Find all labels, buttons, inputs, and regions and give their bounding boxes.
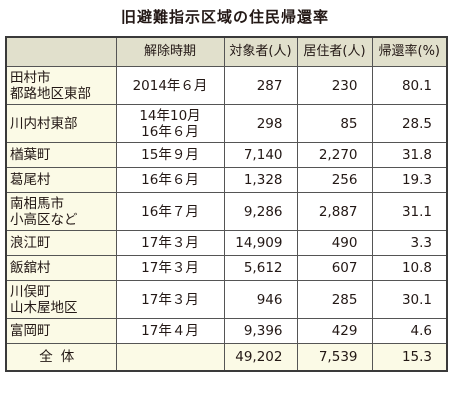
rate-cell: 28.5 <box>371 104 448 143</box>
period-cell: 14年10月 16年６月 <box>115 104 225 143</box>
resident-cell: 607 <box>296 255 373 281</box>
period-cell: 15年９月 <box>115 142 225 168</box>
period-value: 16年６月 <box>141 172 199 188</box>
area-cell: 川俣町 山木屋地区 <box>5 280 117 319</box>
resident-cell: 490 <box>296 230 373 256</box>
resident-cell: 230 <box>296 66 373 105</box>
area-cell: 田村市 都路地区東部 <box>5 66 117 105</box>
header-row: 解除時期 対象者(人) 居住者(人) 帰還率(%) <box>5 36 448 67</box>
header-resident: 居住者(人) <box>296 36 373 67</box>
rate-cell: 3.3 <box>371 230 448 256</box>
header-area <box>5 36 117 67</box>
area-name: 葛尾村 <box>10 172 51 188</box>
table-row: 浪江町 17年３月 14,909 490 3.3 <box>5 230 448 256</box>
target-cell: 14,909 <box>223 230 298 256</box>
period-cell: 16年６月 <box>115 167 225 193</box>
header-rate: 帰還率(%) <box>371 36 448 67</box>
resident-cell: 429 <box>296 318 373 344</box>
rate-cell: 10.8 <box>371 255 448 281</box>
table-row: 飯舘村 17年３月 5,612 607 10.8 <box>5 255 448 281</box>
rate-cell: 4.6 <box>371 318 448 344</box>
rate-cell: 31.1 <box>371 192 448 231</box>
period-value: 2014年６月 <box>132 77 208 94</box>
target-cell: 5,612 <box>223 255 298 281</box>
total-rate: 15.3 <box>371 343 448 372</box>
rate-cell: 19.3 <box>371 167 448 193</box>
area-name: 山木屋地区 <box>10 299 78 316</box>
period-value: 15年９月 <box>141 147 199 163</box>
resident-cell: 285 <box>296 280 373 319</box>
area-cell: 富岡町 <box>5 318 117 344</box>
area-cell: 葛尾村 <box>5 167 117 193</box>
rate-cell: 80.1 <box>371 66 448 105</box>
area-name: 浪江町 <box>10 235 51 251</box>
header-target: 対象者(人) <box>223 36 298 67</box>
area-cell: 飯舘村 <box>5 255 117 281</box>
resident-cell: 2,270 <box>296 142 373 168</box>
target-cell: 298 <box>223 104 298 143</box>
target-cell: 9,396 <box>223 318 298 344</box>
total-label: 全体 <box>5 343 117 372</box>
area-cell: 川内村東部 <box>5 104 117 143</box>
period-cell: 17年３月 <box>115 255 225 281</box>
table-row: 葛尾村 16年６月 1,328 256 19.3 <box>5 167 448 193</box>
area-name: 川内村東部 <box>10 115 78 132</box>
area-name: 都路地区東部 <box>10 85 91 102</box>
period-value: 17年４月 <box>141 323 199 339</box>
area-cell: 南相馬市 小高区など <box>5 192 117 231</box>
period-cell: 17年３月 <box>115 230 225 256</box>
rate-cell: 30.1 <box>371 280 448 319</box>
table-title: 旧避難指示区域の住民帰還率 <box>120 8 329 26</box>
total-target: 49,202 <box>223 343 298 372</box>
table-row: 富岡町 17年４月 9,396 429 4.6 <box>5 318 448 344</box>
target-cell: 946 <box>223 280 298 319</box>
table-row: 楢葉町 15年９月 7,140 2,270 31.8 <box>5 142 448 168</box>
area-cell: 浪江町 <box>5 230 117 256</box>
period-value: 16年７月 <box>141 203 199 220</box>
target-cell: 9,286 <box>223 192 298 231</box>
table-body: 田村市 都路地区東部 2014年６月 287 230 80.1 川内村東部 14年10月 16年… <box>5 66 448 372</box>
target-cell: 7,140 <box>223 142 298 168</box>
area-name: 田村市 <box>10 69 51 86</box>
area-name: 小高区など <box>10 211 78 228</box>
total-row: 全体 49,202 7,539 15.3 <box>5 343 448 372</box>
total-period <box>115 343 225 372</box>
header-period: 解除時期 <box>115 36 225 67</box>
area-cell: 楢葉町 <box>5 142 117 168</box>
period-value: 17年３月 <box>141 260 199 276</box>
area-name: 飯舘村 <box>10 260 51 276</box>
area-name: 富岡町 <box>10 323 51 339</box>
area-name: 楢葉町 <box>10 147 51 163</box>
area-name: 南相馬市 <box>10 195 64 212</box>
period-value: 16年６月 <box>141 123 199 140</box>
resident-cell: 85 <box>296 104 373 143</box>
rate-cell: 31.8 <box>371 142 448 168</box>
area-name: 川俣町 <box>10 283 51 300</box>
period-cell: 2014年６月 <box>115 66 225 105</box>
resident-cell: 2,887 <box>296 192 373 231</box>
period-cell: 16年７月 <box>115 192 225 231</box>
table-row: 川内村東部 14年10月 16年６月 298 85 28.5 <box>5 104 448 143</box>
table-row: 川俣町 山木屋地区 17年３月 946 285 30.1 <box>5 280 448 319</box>
total-resident: 7,539 <box>296 343 373 372</box>
period-cell: 17年４月 <box>115 318 225 344</box>
period-value: 14年10月 <box>139 107 201 124</box>
target-cell: 1,328 <box>223 167 298 193</box>
period-value: 17年３月 <box>141 235 199 251</box>
table-row: 南相馬市 小高区など 16年７月 9,286 2,887 31.1 <box>5 192 448 231</box>
return-rate-table: 解除時期 対象者(人) 居住者(人) 帰還率(%) 田村市 都路地区東部 2014年… <box>5 36 448 372</box>
resident-cell: 256 <box>296 167 373 193</box>
period-cell: 17年３月 <box>115 280 225 319</box>
table-row: 田村市 都路地区東部 2014年６月 287 230 80.1 <box>5 66 448 105</box>
target-cell: 287 <box>223 66 298 105</box>
period-value: 17年３月 <box>141 291 199 308</box>
